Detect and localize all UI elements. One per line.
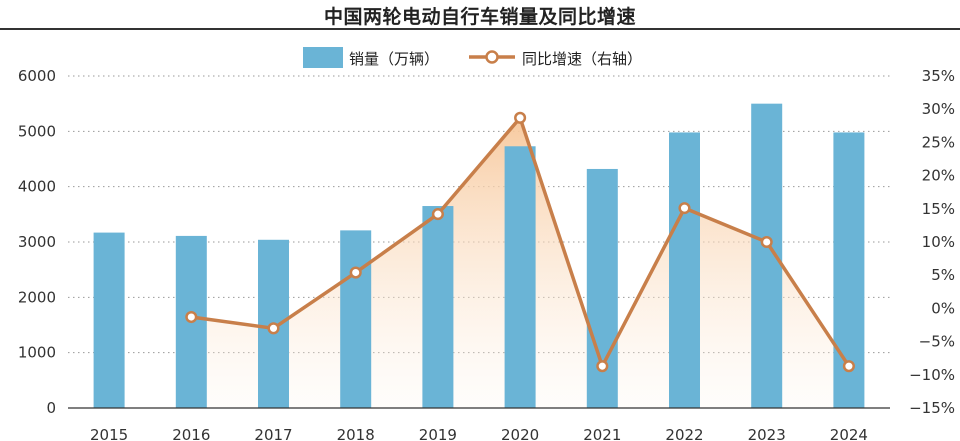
legend: 销量（万辆） 同比增速（右轴） bbox=[303, 47, 642, 68]
y-right-tick-label: 15% bbox=[922, 200, 955, 218]
x-tick-label: 2020 bbox=[501, 426, 539, 441]
y-right-tick-label: 30% bbox=[922, 100, 955, 118]
y-right-tick-label: 5% bbox=[931, 266, 955, 284]
y-right-tick-label: 35% bbox=[922, 67, 955, 85]
y-right-tick-label: −10% bbox=[909, 366, 955, 384]
x-tick-label: 2021 bbox=[583, 426, 621, 441]
growth-point-2023 bbox=[760, 235, 773, 249]
bar-2022 bbox=[669, 132, 700, 408]
growth-point-2016 bbox=[185, 310, 198, 324]
x-tick-label: 2016 bbox=[172, 426, 210, 441]
x-tick-label: 2019 bbox=[419, 426, 457, 441]
y-right-tick-label: 0% bbox=[931, 299, 955, 317]
growth-point-2020 bbox=[514, 111, 527, 124]
y-left-tick-label: 2000 bbox=[18, 288, 56, 306]
x-tick-label: 2017 bbox=[254, 426, 292, 441]
growth-point-2021 bbox=[596, 360, 609, 373]
growth-line bbox=[185, 111, 855, 373]
y-left-tick-label: 6000 bbox=[18, 67, 56, 85]
x-tick-label: 2015 bbox=[90, 426, 128, 441]
x-tick-label: 2024 bbox=[830, 426, 868, 441]
y-right-tick-label: 25% bbox=[922, 133, 955, 151]
x-tick-label: 2022 bbox=[665, 426, 703, 441]
chart-title: 中国两轮电动自行车销量及同比增速 bbox=[323, 6, 636, 28]
bar-2018 bbox=[340, 230, 372, 408]
bar-2019 bbox=[422, 206, 454, 408]
growth-point-2022 bbox=[678, 202, 691, 215]
growth-point-2019 bbox=[431, 208, 444, 221]
y-right-tick-label: −15% bbox=[909, 399, 955, 417]
y-left-tick-label: 4000 bbox=[18, 178, 56, 196]
title-rule bbox=[0, 28, 960, 30]
legend-bar-label: 销量（万辆） bbox=[349, 50, 439, 68]
legend-line-marker bbox=[485, 50, 499, 64]
y-left-tick-label: 1000 bbox=[18, 344, 56, 362]
growth-point-2024 bbox=[842, 360, 855, 373]
x-tick-label: 2018 bbox=[337, 426, 375, 441]
y-left-tick-label: 0 bbox=[46, 399, 56, 417]
y-right-tick-label: 20% bbox=[922, 167, 955, 185]
y-left-tick-label: 3000 bbox=[18, 233, 56, 251]
x-tick-label: 2023 bbox=[748, 426, 786, 441]
axes: 0 1000 2000 3000 4000 5000 6000 −15% −10% −5% 0% 5%… bbox=[18, 67, 955, 441]
bar-series bbox=[93, 103, 865, 409]
growth-point-2017 bbox=[267, 322, 280, 335]
legend-bar-swatch bbox=[303, 47, 343, 68]
bar-2020 bbox=[504, 146, 536, 409]
y-left-tick-label: 5000 bbox=[18, 122, 56, 140]
growth-point-2018 bbox=[349, 266, 362, 279]
y-right-tick-label: −5% bbox=[919, 333, 955, 351]
bar-2015 bbox=[93, 232, 125, 408]
y-right-tick-label: 10% bbox=[922, 233, 955, 251]
legend-line-label: 同比增速（右轴） bbox=[522, 50, 642, 68]
